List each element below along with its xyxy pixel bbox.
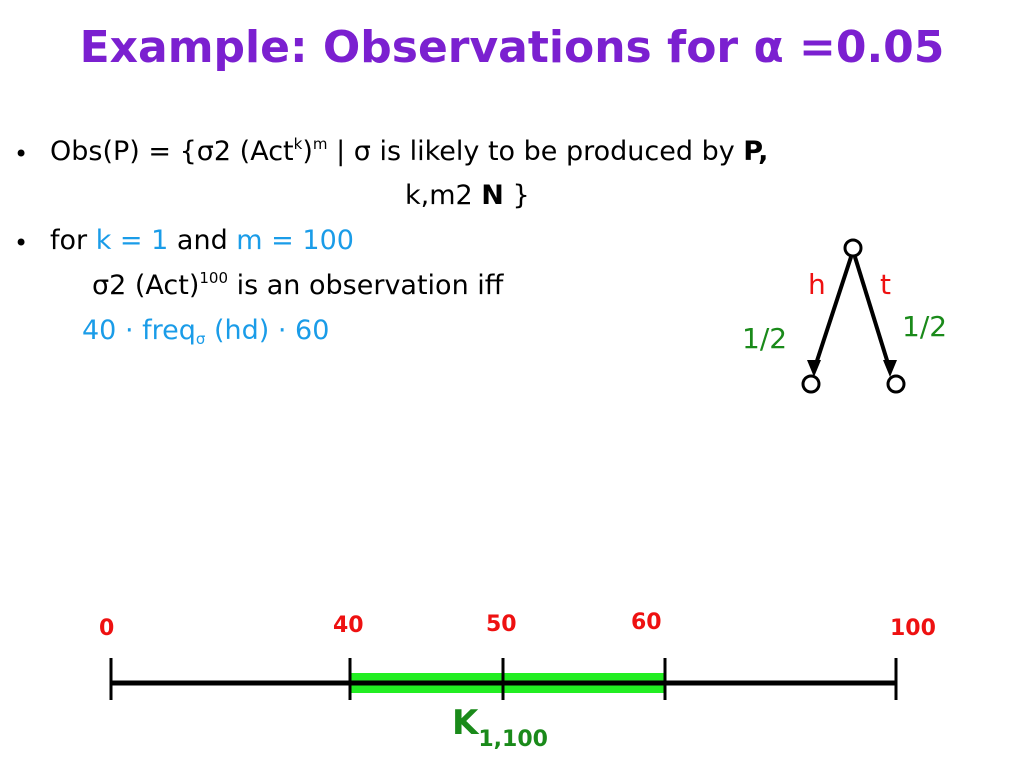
superscript-k: k bbox=[293, 135, 303, 153]
sigma-symbol: σ bbox=[196, 136, 214, 167]
condition-part: is an observation iff bbox=[228, 270, 504, 301]
edge-label-h: h bbox=[808, 268, 826, 301]
interval-label-k: K bbox=[452, 703, 479, 743]
slide-title: Example: Observations for α =0.05 bbox=[79, 22, 945, 73]
frequency-bound-line: 40 · freqσ (hd) · 60 bbox=[82, 315, 330, 348]
parameters-line: for k = 1 and m = 100 bbox=[50, 225, 354, 256]
obs-def-part: 2 (Act bbox=[213, 136, 294, 167]
sigma-symbol: σ bbox=[353, 136, 371, 167]
obs-def-part: } bbox=[503, 180, 530, 211]
tree-leaf-right bbox=[886, 374, 906, 394]
bold-n: N bbox=[481, 180, 504, 211]
observation-condition-line: σ2 (Act)100 is an observation iff bbox=[92, 270, 503, 301]
tree-leaf-left bbox=[801, 374, 821, 394]
tree-edge-left bbox=[812, 256, 853, 371]
freq-part: (hd) · 60 bbox=[205, 315, 330, 346]
tree-edge-right bbox=[853, 256, 892, 371]
tick-label-40: 40 bbox=[333, 613, 364, 638]
m-value: m = 100 bbox=[236, 225, 354, 256]
sigma-symbol: σ bbox=[92, 270, 110, 301]
subscript-sigma: σ bbox=[195, 330, 206, 348]
for-text: for bbox=[50, 225, 96, 256]
tick-label-0: 0 bbox=[99, 616, 115, 641]
arrowhead-right bbox=[883, 360, 897, 377]
condition-part: 2 (Act) bbox=[109, 270, 200, 301]
k-value: k = 1 bbox=[95, 225, 169, 256]
arrowhead-left bbox=[807, 360, 821, 377]
obs-definition-line-2: k,m2 N } bbox=[405, 180, 530, 211]
obs-def-part: k,m2 bbox=[405, 180, 482, 211]
freq-part: 40 · freq bbox=[82, 315, 196, 346]
obs-def-part: | bbox=[327, 136, 354, 167]
obs-def-part: Obs(P) = { bbox=[50, 136, 197, 167]
obs-definition-line: Obs(P) = {σ2 (Actk)m | σ is likely to be… bbox=[50, 136, 768, 167]
edge-prob-right: 1/2 bbox=[902, 310, 948, 343]
tick-label-60: 60 bbox=[631, 610, 662, 635]
bullet-1: • bbox=[14, 140, 29, 168]
edge-prob-left: 1/2 bbox=[742, 322, 788, 355]
obs-def-part: is likely to be produced by bbox=[370, 136, 744, 167]
tick-label-100: 100 bbox=[890, 616, 936, 641]
obs-def-part: ) bbox=[302, 136, 313, 167]
interval-label: K1,100 bbox=[452, 703, 548, 752]
bold-p: P, bbox=[743, 136, 769, 167]
tick-label-50: 50 bbox=[486, 612, 517, 637]
bullet-2: • bbox=[14, 229, 29, 257]
interval-label-subscript: 1,100 bbox=[478, 727, 548, 752]
edge-label-t: t bbox=[880, 268, 891, 301]
tree-root-node bbox=[843, 238, 863, 258]
superscript-m: m bbox=[312, 135, 328, 153]
and-text: and bbox=[168, 225, 237, 256]
superscript-100: 100 bbox=[199, 269, 229, 287]
